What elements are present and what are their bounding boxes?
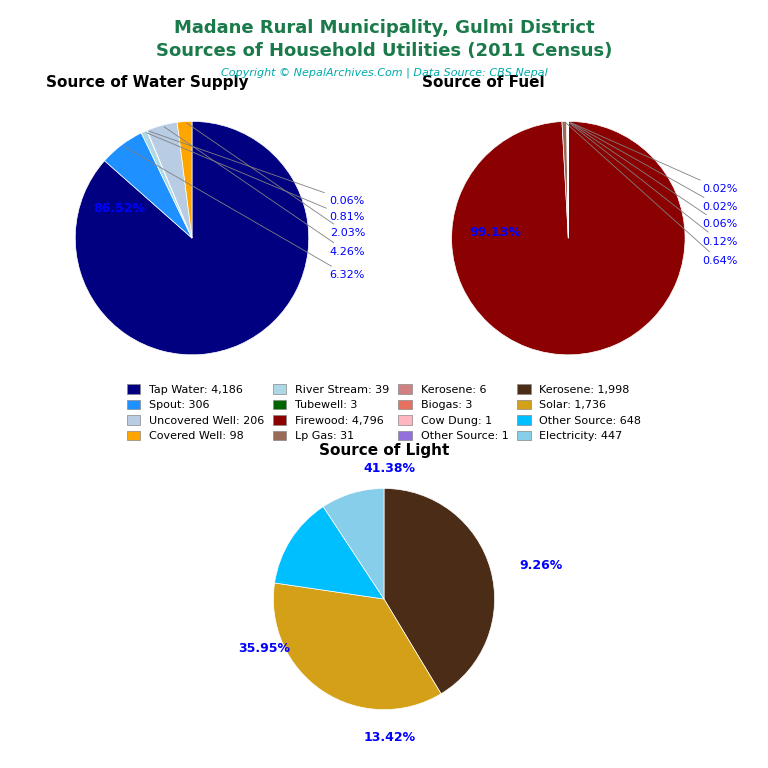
- Wedge shape: [275, 507, 384, 599]
- Text: Madane Rural Municipality, Gulmi District: Madane Rural Municipality, Gulmi Distric…: [174, 19, 594, 37]
- Text: Source of Fuel: Source of Fuel: [422, 74, 545, 90]
- Wedge shape: [323, 488, 384, 599]
- Text: 41.38%: 41.38%: [363, 462, 415, 475]
- Text: 0.02%: 0.02%: [571, 122, 738, 194]
- Text: 0.81%: 0.81%: [147, 133, 365, 222]
- Wedge shape: [452, 121, 685, 355]
- Wedge shape: [384, 488, 495, 694]
- Wedge shape: [147, 131, 192, 238]
- Text: 2.03%: 2.03%: [187, 123, 365, 238]
- Text: 99.13%: 99.13%: [469, 226, 521, 239]
- Wedge shape: [273, 583, 441, 710]
- Wedge shape: [104, 133, 192, 238]
- Text: Copyright © NepalArchives.Com | Data Source: CBS Nepal: Copyright © NepalArchives.Com | Data Sou…: [220, 68, 548, 78]
- Text: 86.52%: 86.52%: [93, 203, 145, 215]
- Text: 0.06%: 0.06%: [570, 123, 738, 229]
- Text: 0.64%: 0.64%: [566, 124, 738, 266]
- Text: Source of Water Supply: Source of Water Supply: [46, 74, 249, 90]
- Text: Sources of Household Utilities (2011 Census): Sources of Household Utilities (2011 Cen…: [156, 42, 612, 60]
- Text: 9.26%: 9.26%: [519, 559, 562, 572]
- Text: 4.26%: 4.26%: [164, 127, 366, 257]
- Wedge shape: [147, 122, 192, 238]
- Wedge shape: [141, 131, 192, 238]
- Text: 13.42%: 13.42%: [363, 731, 415, 743]
- Text: 0.02%: 0.02%: [571, 123, 738, 211]
- Wedge shape: [562, 121, 568, 238]
- Legend: Tap Water: 4,186, Spout: 306, Uncovered Well: 206, Covered Well: 98, River Strea: Tap Water: 4,186, Spout: 306, Uncovered …: [127, 385, 641, 441]
- Text: 35.95%: 35.95%: [238, 642, 290, 655]
- Text: 0.12%: 0.12%: [569, 123, 738, 247]
- Wedge shape: [75, 121, 309, 355]
- Wedge shape: [177, 121, 192, 238]
- Wedge shape: [567, 121, 568, 238]
- Title: Source of Light: Source of Light: [319, 443, 449, 458]
- Text: 6.32%: 6.32%: [124, 147, 365, 280]
- Text: 0.06%: 0.06%: [150, 131, 365, 206]
